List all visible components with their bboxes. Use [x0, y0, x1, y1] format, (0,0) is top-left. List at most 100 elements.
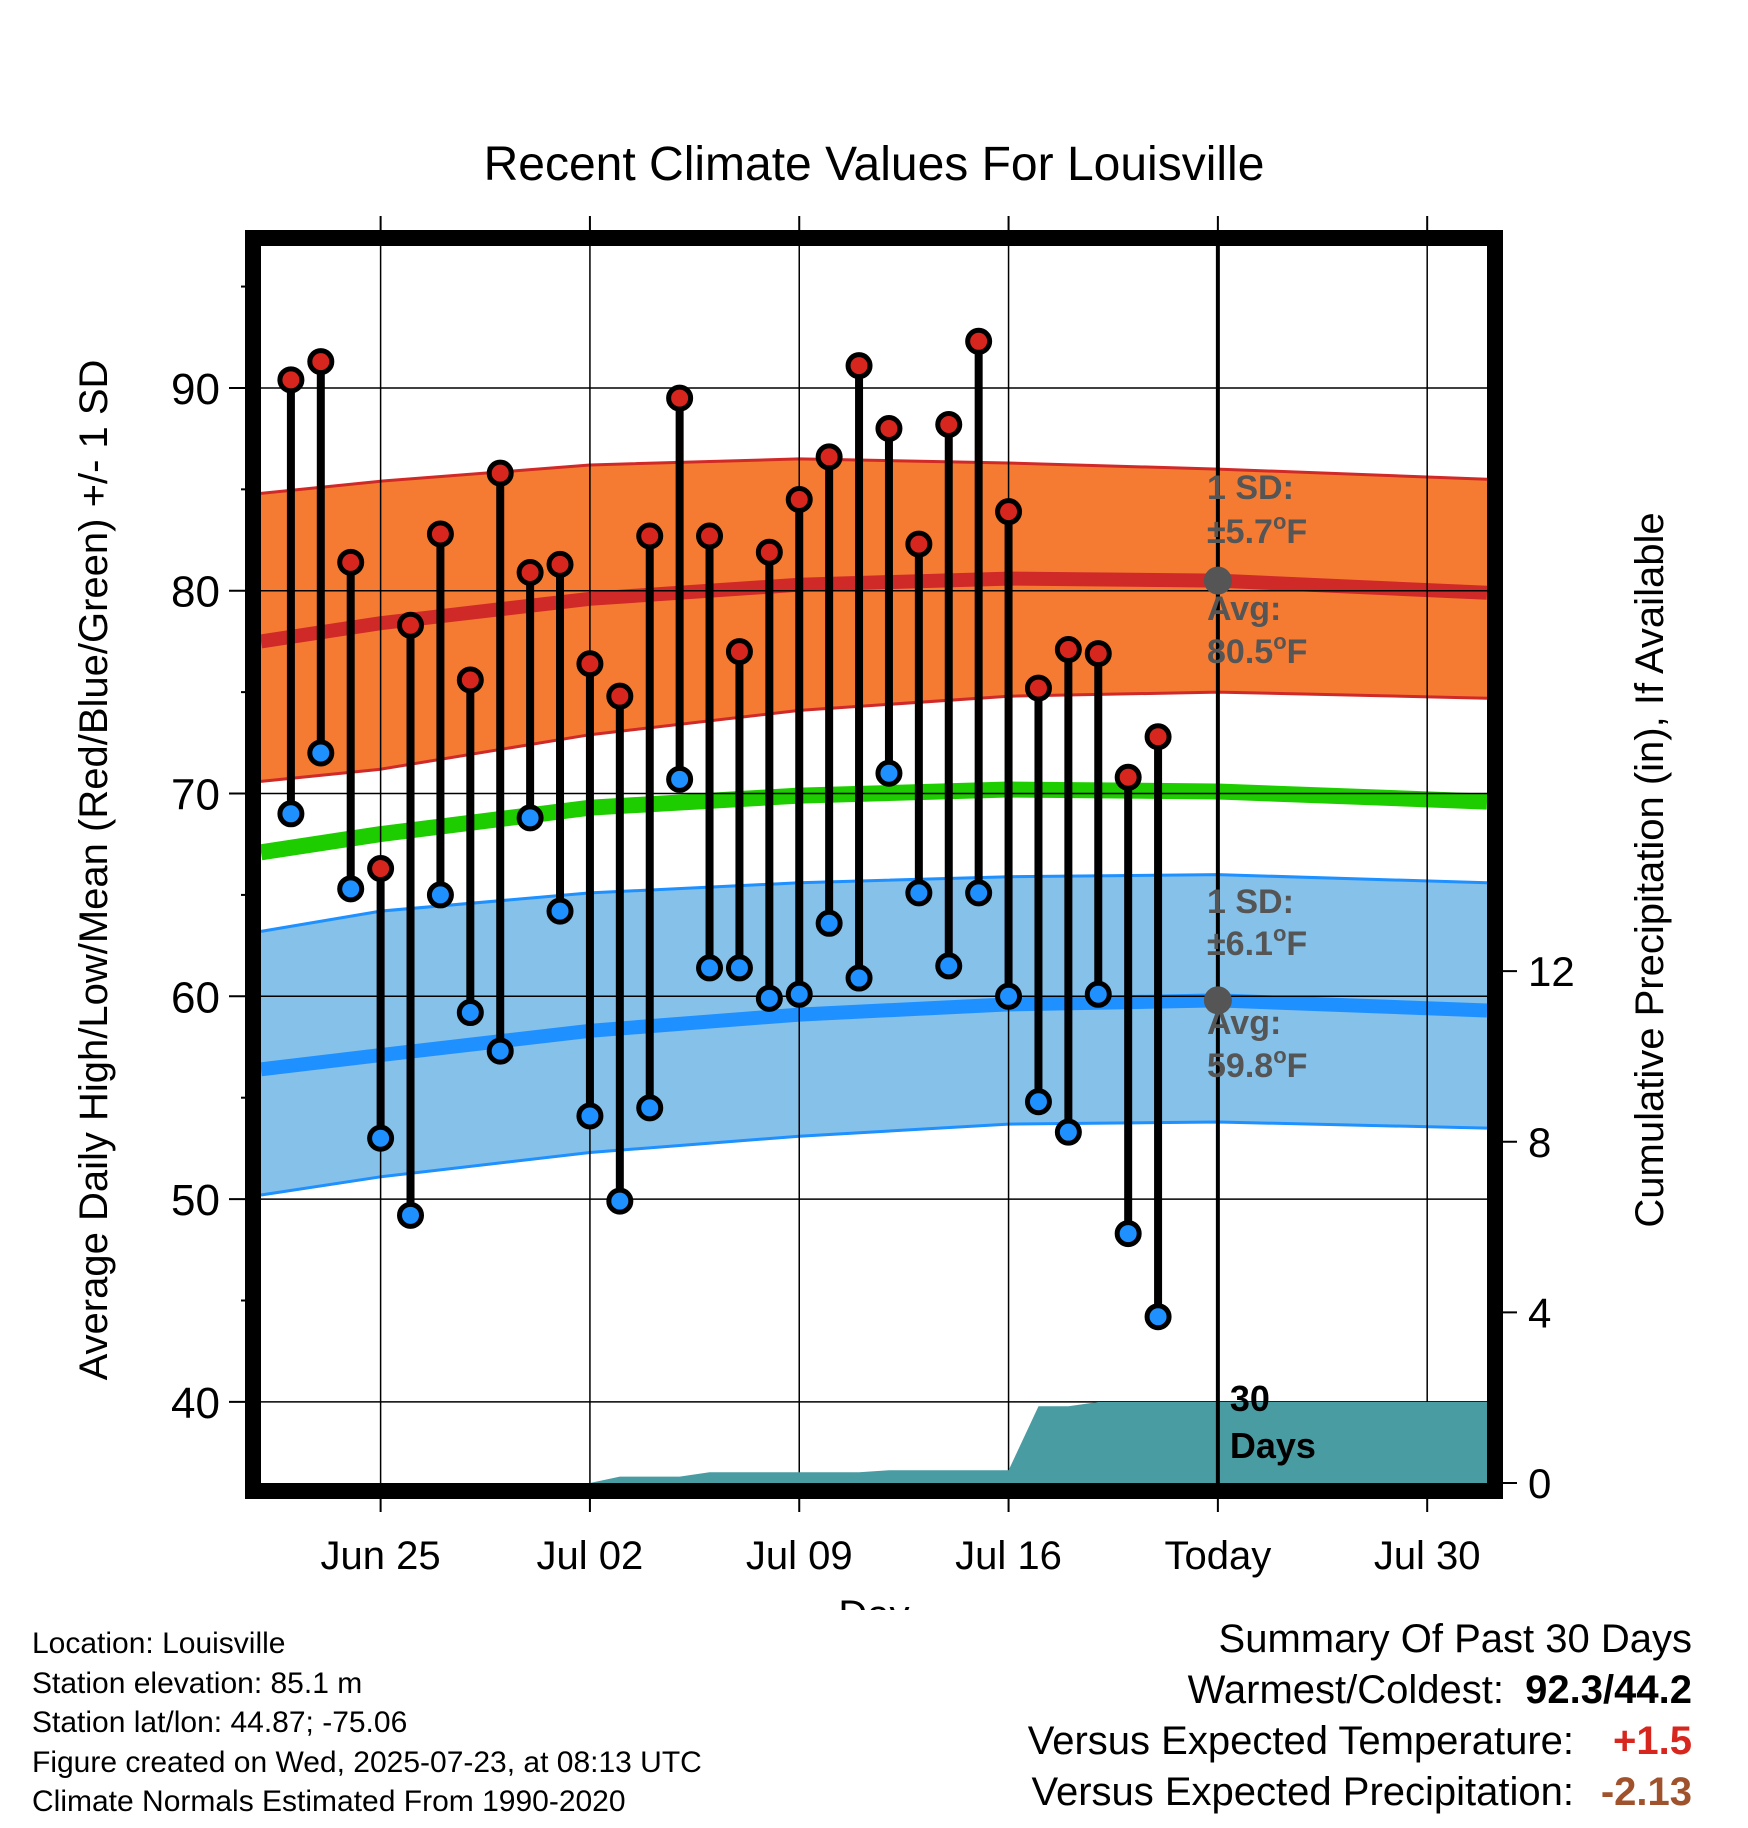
- obs-low-point-15: [696, 954, 724, 982]
- obs-high-point-6: [426, 520, 454, 548]
- obs-high-point-24: [965, 327, 993, 355]
- summary-warmest-row: Warmest/Coldest: 92.3/44.2: [1028, 1665, 1692, 1716]
- obs-high-point-2: [307, 348, 335, 376]
- precipitation-area: [261, 1402, 1487, 1483]
- obs-low-point-10: [546, 897, 574, 925]
- obs-low-point-27: [1054, 1118, 1082, 1146]
- obs-low-point-9: [516, 804, 544, 832]
- obs-low-point-1: [277, 800, 305, 828]
- y2-axis-label: Cumulative Precipitation (in), If Availa…: [1628, 512, 1672, 1227]
- normals-text: Climate Normals Estimated From 1990-2020: [32, 1785, 626, 1818]
- obs-high-point-10: [546, 550, 574, 578]
- obs-low-point-4: [367, 1124, 395, 1152]
- plot-background: [261, 246, 1487, 1483]
- obs-low-point-7: [456, 999, 484, 1027]
- x-tick-label-jul-16: Jul 16: [955, 1534, 1062, 1578]
- created-text: Figure created on Wed, 2025-07-23, at 08…: [32, 1745, 702, 1779]
- low-avg-label: Avg:: [1207, 1004, 1281, 1042]
- warmest-label: Warmest/Coldest:: [1187, 1668, 1504, 1712]
- obs-high-point-23: [935, 410, 963, 438]
- high-sd-value: ±5.7oF: [1207, 509, 1307, 551]
- summary-temp-row: Versus Expected Temperature: +1.5: [1028, 1716, 1692, 1767]
- x-tick-label-jul-09: Jul 09: [746, 1534, 853, 1578]
- obs-high-point-29: [1114, 763, 1142, 791]
- obs-low-point-29: [1114, 1220, 1142, 1248]
- obs-high-point-7: [456, 666, 484, 694]
- obs-high-point-8: [486, 459, 514, 487]
- obs-high-point-5: [397, 611, 425, 639]
- obs-high-point-3: [337, 548, 365, 576]
- obs-low-point-26: [1024, 1088, 1052, 1116]
- obs-high-point-1: [277, 366, 305, 394]
- x-tick-label-today: Today: [1165, 1534, 1272, 1578]
- obs-low-point-5: [397, 1201, 425, 1229]
- summary-title: Summary Of Past 30 Days: [1218, 1617, 1692, 1661]
- plot-border: [245, 230, 1503, 1499]
- chart-title: Recent Climate Values For Louisville: [484, 138, 1265, 191]
- obs-high-point-9: [516, 558, 544, 586]
- temp-value: +1.5: [1613, 1719, 1692, 1763]
- obs-high-point-19: [815, 443, 843, 471]
- obs-low-point-13: [636, 1094, 664, 1122]
- obs-high-point-22: [905, 530, 933, 558]
- y-tick-label-60: 60: [171, 973, 220, 1022]
- obs-low-point-24: [965, 879, 993, 907]
- y-tick-label-40: 40: [171, 1379, 220, 1428]
- y2-tick-label-0: 0: [1528, 1460, 1551, 1507]
- today-low-average-marker: [1203, 986, 1232, 1015]
- obs-low-point-12: [606, 1187, 634, 1215]
- high-sd-label: 1 SD:: [1207, 469, 1294, 507]
- obs-high-point-12: [606, 682, 634, 710]
- high-sd-band: [261, 458, 1487, 782]
- obs-high-point-11: [576, 650, 604, 678]
- plot-area: [261, 246, 1487, 1483]
- obs-high-point-15: [696, 522, 724, 550]
- obs-low-point-25: [995, 982, 1023, 1010]
- today-high-average-marker: [1203, 566, 1232, 595]
- obs-low-point-23: [935, 952, 963, 980]
- precip-label: Versus Expected Precipitation:: [1031, 1770, 1574, 1814]
- days-count-label: 30: [1230, 1378, 1270, 1419]
- days-word-label: Days: [1230, 1425, 1316, 1466]
- observations: [277, 327, 1172, 1331]
- obs-high-point-30: [1144, 723, 1172, 751]
- x-tick-label-jul-02: Jul 02: [537, 1534, 644, 1578]
- obs-low-point-17: [755, 984, 783, 1012]
- low-sd-value: ±6.1oF: [1207, 921, 1307, 963]
- x-tick-label-jun-25: Jun 25: [321, 1534, 441, 1578]
- precip-value: -2.13: [1600, 1770, 1692, 1814]
- y-tick-label-50: 50: [171, 1176, 220, 1225]
- low-sd-label: 1 SD:: [1207, 883, 1294, 921]
- obs-low-point-19: [815, 909, 843, 937]
- obs-high-point-27: [1054, 636, 1082, 664]
- warmest-value: 92.3/44.2: [1525, 1668, 1692, 1712]
- obs-low-point-21: [875, 759, 903, 787]
- y2-tick-label-12: 12: [1528, 948, 1575, 995]
- station-metadata: Location: Louisville Station elevation: …: [32, 1624, 702, 1822]
- obs-high-point-18: [785, 485, 813, 513]
- low-sd-band: [261, 874, 1487, 1195]
- obs-high-point-20: [845, 352, 873, 380]
- plot-frame: [245, 230, 1503, 1499]
- y-tick-label-70: 70: [171, 771, 220, 820]
- high-avg-label: Avg:: [1207, 590, 1281, 628]
- low-avg-value: 59.8oF: [1207, 1043, 1307, 1085]
- cumulative-precipitation-area: [261, 1402, 1487, 1483]
- obs-low-point-22: [905, 879, 933, 907]
- obs-high-point-21: [875, 415, 903, 443]
- obs-low-point-18: [785, 980, 813, 1008]
- elevation-text: Station elevation: 85.1 m: [32, 1666, 363, 1700]
- obs-low-point-3: [337, 875, 365, 903]
- climate-chart: Recent Climate Values For Louisville 1 S…: [72, 138, 1672, 1610]
- x-tick-label-jul-30: Jul 30: [1374, 1534, 1481, 1578]
- temp-label: Versus Expected Temperature:: [1027, 1719, 1574, 1763]
- y-axis-label: Average Daily High/Low/Mean (Red/Blue/Gr…: [72, 360, 116, 1381]
- obs-high-point-26: [1024, 674, 1052, 702]
- latlon-text: Station lat/lon: 44.87; -75.06: [32, 1706, 408, 1739]
- obs-low-point-16: [725, 954, 753, 982]
- y-tick-label-90: 90: [171, 365, 220, 414]
- obs-high-point-28: [1084, 640, 1112, 668]
- obs-low-point-14: [666, 765, 694, 793]
- location-text: Location: Louisville: [32, 1627, 286, 1660]
